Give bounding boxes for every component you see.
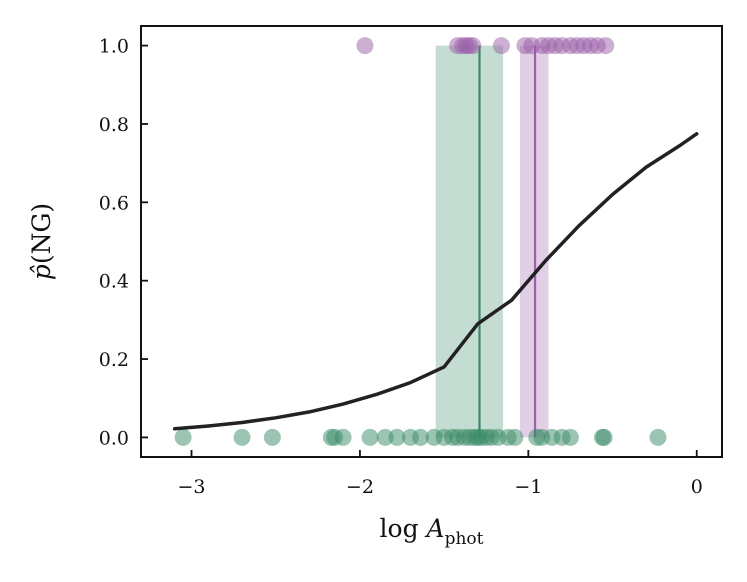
x-tick-label: −3 (178, 476, 206, 498)
scatter-point-series-1 (334, 428, 352, 446)
green-band (435, 45, 504, 438)
x-axis-label-main: log (380, 514, 427, 543)
x-axis-label-sub: phot (445, 529, 484, 549)
y-tick-label: 0.4 (99, 271, 129, 293)
scatter-point-series-1 (506, 428, 524, 446)
scatter-point-series-2 (464, 37, 482, 55)
scatter-point-series-1 (361, 428, 379, 446)
x-axis-label-var: A (425, 514, 445, 543)
scatter-point-series-1 (263, 428, 281, 446)
scatter-point-series-1 (388, 428, 406, 446)
y-axis-label-var: p̂ (27, 264, 56, 280)
x-tick-label: −2 (346, 476, 374, 498)
ticks-layer: −3 −2 −1 0 0.0 0.2 0.4 0.6 0.8 1.0 (99, 36, 703, 498)
scatter-point-series-1 (174, 428, 192, 446)
y-tick-label: 0.2 (99, 349, 129, 371)
scatter-point-series-1 (233, 428, 251, 446)
plot-frame (140, 25, 723, 458)
fit-curve (172, 132, 699, 431)
bands-layer (435, 45, 549, 438)
scatter-point-series-1 (412, 428, 430, 446)
scatter-point-series-2 (356, 37, 374, 55)
scatter-point-series-1 (376, 428, 394, 446)
y-tick-label: 1.0 (99, 36, 129, 58)
points-layer (174, 37, 667, 446)
scatter-point-series-1 (595, 428, 613, 446)
y-axis-label: p̂(NG) (27, 203, 56, 280)
x-tick-label: −1 (514, 476, 542, 498)
y-tick-label: 0.8 (99, 114, 129, 136)
curve-layer (172, 132, 699, 431)
scatter-point-series-2 (597, 37, 615, 55)
scatter-point-series-1 (561, 428, 579, 446)
x-axis-label: log Aphot (380, 514, 484, 549)
scatter-point-series-1 (649, 428, 667, 446)
scatter-point-series-2 (492, 37, 510, 55)
y-tick-label: 0.6 (99, 192, 129, 214)
vlines-layer (478, 45, 537, 438)
y-tick-label: 0.0 (99, 427, 129, 449)
x-tick-label: 0 (691, 476, 703, 498)
y-axis-label-text: (NG) (27, 203, 56, 264)
